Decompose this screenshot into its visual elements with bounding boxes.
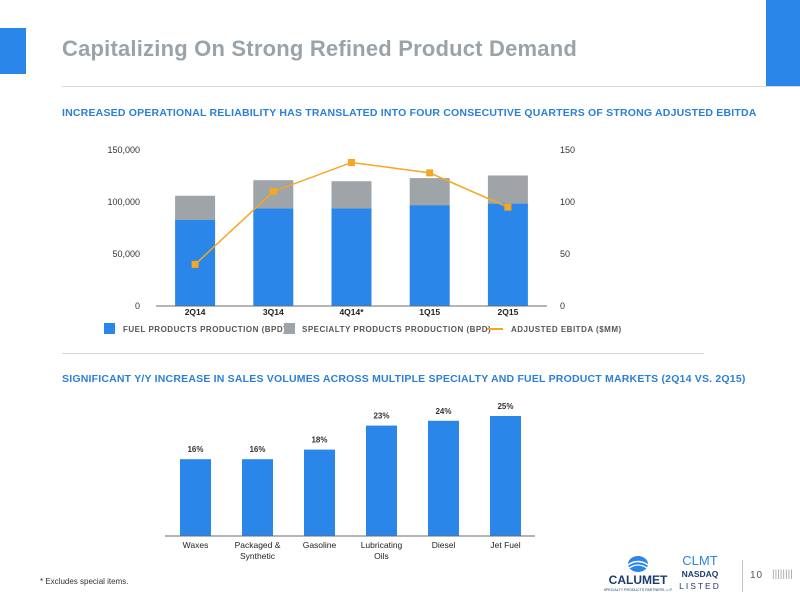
page-decoration: |||||||| (772, 569, 793, 580)
value-label: 23% (373, 412, 389, 421)
right-tick-label: 50 (560, 249, 570, 259)
calumet-subtitle: SPECIALTY PRODUCTS PARTNERS, L.P. (604, 588, 673, 592)
category-label: Packaged & (235, 540, 281, 550)
nasdaq-name: NASDAQ (682, 569, 719, 579)
category-label: Oils (374, 551, 389, 561)
right-tick-label: 0 (560, 301, 565, 311)
x-tick-label: 3Q14 (263, 307, 284, 317)
category-label: Lubricating (361, 540, 403, 550)
right-accent-bar (766, 0, 800, 86)
x-tick-label: 2Q15 (498, 307, 519, 317)
title-divider (62, 86, 800, 87)
x-tick-label: 1Q15 (419, 307, 440, 317)
nasdaq-badge: CLMT NASDAQ LISTED (676, 552, 724, 594)
left-axis-ticks: 0 50,000 100,000 150,000 (107, 145, 140, 311)
left-tick-label: 0 (135, 301, 140, 311)
footnote: * Excludes special items. (40, 577, 129, 586)
left-accent-bar (0, 28, 26, 74)
legend-swatch-specialty (284, 323, 295, 334)
specialty-bar (175, 195, 216, 220)
category-label: Synthetic (240, 551, 276, 561)
left-tick-label: 100,000 (107, 197, 140, 207)
value-label: 18% (311, 436, 327, 445)
value-label: 24% (435, 407, 451, 416)
page-title: Capitalizing On Strong Refined Product D… (62, 36, 578, 61)
fuel-bar (409, 205, 450, 306)
x-axis-labels: 2Q14 3Q14 4Q14* 1Q15 2Q15 (185, 307, 519, 317)
sales-volume-bars (180, 416, 521, 536)
specialty-bar (409, 178, 450, 206)
legend-swatch-fuel (104, 323, 115, 334)
chart-legend: FUEL PRODUCTS PRODUCTION (BPD) SPECIALTY … (104, 323, 622, 334)
ebitda-point (269, 188, 277, 196)
fuel-bar (331, 208, 372, 306)
listed-label: LISTED (679, 581, 721, 591)
specialty-bar (331, 181, 372, 209)
left-tick-label: 150,000 (107, 145, 140, 155)
sales-bar (428, 420, 459, 536)
sales-bar (242, 459, 273, 536)
calumet-logo: CALUMET SPECIALTY PRODUCTS PARTNERS, L.P… (598, 554, 678, 594)
sales-bar (490, 416, 521, 536)
category-label: Gasoline (303, 540, 337, 550)
right-axis-ticks: 0 50 100 150 (560, 145, 575, 311)
fuel-bar (253, 208, 294, 306)
sales-bar (366, 425, 397, 536)
ebitda-point (426, 169, 434, 177)
category-label: Waxes (183, 540, 209, 550)
value-label: 16% (249, 445, 265, 454)
calumet-globe-icon (628, 556, 648, 572)
ticker-symbol: CLMT (682, 553, 717, 568)
ebitda-point (348, 158, 355, 166)
x-tick-label: 2Q14 (185, 307, 206, 317)
category-label: Jet Fuel (490, 540, 520, 550)
left-tick-label: 50,000 (112, 249, 140, 259)
ebitda-point (191, 260, 199, 268)
ebitda-point (504, 203, 512, 211)
value-label: 16% (187, 445, 203, 454)
page-number: 10 (750, 570, 764, 581)
section2-title: SIGNIFICANT Y/Y INCREASE IN SALES VOLUME… (62, 373, 746, 385)
legend-label-specialty: SPECIALTY PRODUCTS PRODUCTION (BPD) (302, 325, 491, 334)
x-tick-label: 4Q14* (339, 307, 364, 317)
sales-bar (304, 449, 335, 536)
footer-divider (742, 560, 743, 592)
fuel-bar (487, 203, 528, 306)
sales-volume-labels: 16% Waxes 16% Packaged &Synthetic 18% Gasolin… (183, 402, 521, 561)
section-divider (62, 353, 704, 354)
stacked-bars (175, 175, 528, 306)
ebitda-line (191, 158, 512, 268)
right-tick-label: 100 (560, 197, 575, 207)
legend-label-fuel: FUEL PRODUCTS PRODUCTION (BPD) (123, 325, 286, 334)
specialty-bar (487, 175, 528, 204)
category-label: Diesel (432, 540, 456, 550)
value-label: 25% (497, 402, 513, 411)
section1-title: INCREASED OPERATIONAL RELIABILITY HAS TR… (62, 107, 757, 119)
sales-bar (180, 459, 211, 536)
legend-label-ebitda: ADJUSTED EBITDA ($MM) (511, 325, 622, 334)
calumet-wordmark: CALUMET (609, 573, 668, 587)
right-tick-label: 150 (560, 145, 575, 155)
